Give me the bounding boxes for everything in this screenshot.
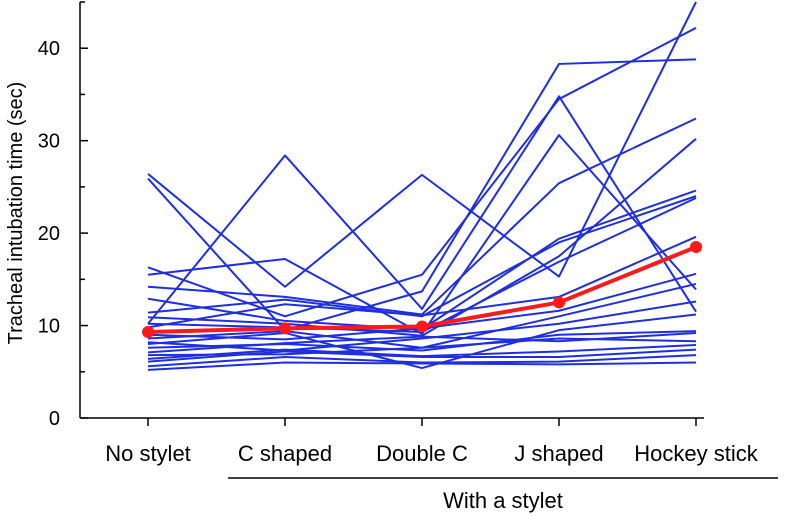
subject-line-5: [147, 134, 697, 335]
subject-line-14: [147, 300, 697, 352]
y-tick-label-30: 30: [38, 131, 60, 153]
axes: [79, 1, 704, 426]
subject-line-6: [147, 117, 697, 316]
mean-point-5: [690, 240, 702, 253]
subject-line-11: [147, 235, 697, 329]
group-label: With a stylet: [443, 488, 563, 513]
x-category-label-3: Double C: [376, 441, 468, 466]
subject-line-3: [147, 95, 697, 325]
mean-point-2: [279, 322, 291, 335]
x-category-label-5: Hockey stick: [634, 441, 758, 466]
x-category-label-1: No stylet: [105, 441, 191, 466]
axis-labels: 0 10 20 30 40 No stylet C shaped Double C J shap…: [38, 38, 759, 466]
subject-line-22: [147, 361, 697, 371]
y-tick-label-0: 0: [49, 408, 60, 430]
individual-lines: [147, 1, 697, 371]
mean-point-1: [142, 326, 154, 339]
subject-line-1: [147, 1, 697, 288]
subject-line-20: [147, 348, 697, 363]
subject-line-4: [147, 26, 697, 318]
x-category-label-4: J shaped: [514, 441, 603, 466]
y-axis-title: Tracheal intubation time (sec): [5, 82, 27, 345]
mean-point-3: [416, 320, 428, 333]
x-category-label-2: C shaped: [238, 441, 332, 466]
y-tick-label-10: 10: [38, 316, 60, 338]
subject-line-8: [147, 195, 697, 318]
subject-line-2: [147, 58, 697, 332]
y-tick-label-40: 40: [38, 38, 60, 60]
mean-line-group: [142, 240, 702, 339]
mean-point-4: [553, 296, 565, 309]
subject-line-15: [147, 313, 697, 370]
y-tick-label-20: 20: [38, 223, 60, 245]
